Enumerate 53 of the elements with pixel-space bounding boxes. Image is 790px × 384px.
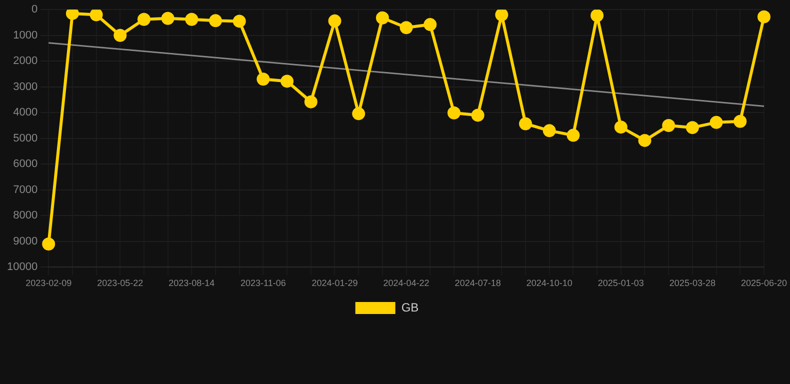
x-tick-label: 2023-11-06 xyxy=(240,278,286,288)
point xyxy=(114,28,127,42)
point xyxy=(90,10,103,22)
point xyxy=(280,74,294,88)
point xyxy=(519,117,532,130)
point xyxy=(447,106,460,120)
x-tick-label: 2023-08-14 xyxy=(168,278,215,288)
point xyxy=(376,11,389,24)
x-tick-label: 2024-07-18 xyxy=(454,278,501,288)
x-tick-label: 2024-01-29 xyxy=(312,278,358,288)
y-tick-label: 7000 xyxy=(13,184,38,196)
point xyxy=(352,107,366,120)
point xyxy=(400,21,413,34)
point xyxy=(471,108,484,122)
point xyxy=(542,124,556,138)
x-tick-label: 2024-10-10 xyxy=(526,278,572,288)
point xyxy=(161,12,174,25)
point xyxy=(304,95,318,108)
x-tick-label: 2023-02-09 xyxy=(26,278,72,288)
y-tick-label: 0 xyxy=(31,4,38,16)
point xyxy=(209,14,222,28)
point xyxy=(566,128,580,142)
x-tick-label: 2024-04-22 xyxy=(383,278,430,288)
point xyxy=(185,12,198,26)
y-tick-label: 5000 xyxy=(13,132,38,144)
point xyxy=(137,12,150,26)
y-tick-label: 1000 xyxy=(13,29,38,42)
y-tick-label: 3000 xyxy=(13,80,38,93)
point xyxy=(232,14,246,28)
point xyxy=(638,134,652,147)
point xyxy=(256,72,270,86)
point xyxy=(66,10,79,20)
y-tick-label: 8000 xyxy=(13,210,38,222)
x-tick-label: 2025-01-03 xyxy=(598,278,644,288)
y-tick-label: 2000 xyxy=(13,55,38,68)
point xyxy=(757,10,770,24)
y-tick-label: 4000 xyxy=(13,106,38,119)
point xyxy=(328,14,342,28)
point xyxy=(590,10,604,22)
point xyxy=(734,114,747,128)
point xyxy=(686,121,699,134)
x-tick-label: 2023-05-22 xyxy=(97,278,144,288)
point xyxy=(710,116,723,129)
x-tick-label: 2025-03-28 xyxy=(669,278,716,288)
point xyxy=(662,119,676,132)
y-tick-label: 10000 xyxy=(6,261,38,274)
y-tick-label: 9000 xyxy=(13,235,38,248)
y-tick-label: 6000 xyxy=(13,158,38,170)
legend-label: GB xyxy=(401,300,419,314)
point xyxy=(495,10,508,22)
point xyxy=(424,18,437,32)
x-tick-label: 2025-06-20 xyxy=(740,278,788,288)
point xyxy=(614,120,628,134)
